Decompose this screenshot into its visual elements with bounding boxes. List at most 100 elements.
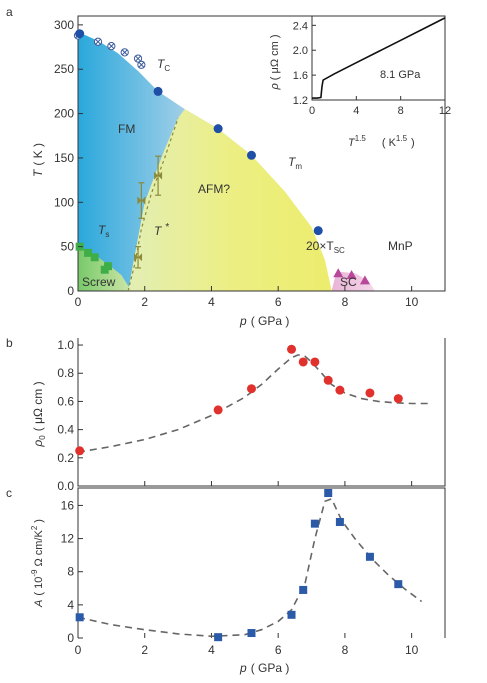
inset-ytick-label: 2.0: [293, 45, 308, 57]
marker-t-c: [120, 48, 129, 57]
marker-t-m: [75, 29, 85, 39]
panel-a-ytick-label: 200: [54, 107, 74, 121]
afm-region: [128, 109, 332, 291]
inset-ytick-label: 1.2: [293, 95, 308, 107]
panel-a-xtick-label: 8: [342, 295, 349, 309]
marker-t-s: [104, 262, 113, 271]
inset-xtick-label: 4: [353, 105, 359, 117]
panel-c-xtick-label: 10: [405, 643, 419, 657]
inset-y-axis-label: ρ( μΩ cm ): [269, 34, 281, 90]
panel-b-axes: 0.0 0.2 0.4 0.6 0.8 1.0: [57, 338, 413, 493]
panel-c-ytick-label: 8: [67, 565, 74, 579]
marker-t-m: [153, 86, 163, 96]
phase-regions: [78, 32, 375, 291]
curve-label-tstar: T *: [154, 222, 169, 238]
panel-a-xtick-label: 0: [75, 295, 82, 309]
region-label-afm: AFM?: [198, 182, 230, 196]
panel-b-ytick-label: 0.4: [57, 423, 74, 437]
panel-c-axes: 0 2 4 6 8 10 0 4 8 12 16: [61, 498, 419, 657]
inset-xtick-label: 0: [309, 105, 315, 117]
panel-c-y-axis-label: A( 10-9Ω cm/K2): [30, 519, 45, 608]
panel-c-data-marks: [75, 489, 403, 642]
curve-label-tsc: 20×TSC: [306, 239, 345, 255]
panel-b-ytick-label: 0.8: [57, 366, 74, 380]
inset-x-axis-label: T1.5( K1.5): [348, 134, 415, 149]
marker-t-m: [313, 226, 323, 236]
curve-label-ts: Ts: [98, 223, 109, 239]
rho0-point: [365, 388, 375, 398]
panel-c-fit-curve: [77, 497, 423, 638]
marker-t-: [137, 182, 146, 219]
marker-t-c: [107, 42, 116, 51]
rho0-point: [323, 375, 333, 385]
panel-b-axes-box: [77, 338, 446, 487]
panel-b-data-marks: [75, 344, 403, 456]
marker-t-s: [84, 248, 93, 257]
a-coefficient-point: [335, 518, 344, 526]
inset-ytick-label: 1.6: [293, 70, 308, 82]
panel-a-xtick-label: 6: [275, 295, 282, 309]
a-coefficient-point: [394, 580, 403, 589]
curve-label-tc: TC: [157, 57, 170, 73]
a-coefficient-point: [247, 629, 256, 638]
t-star-guide-line: [127, 117, 179, 292]
panel-a-ytick-label: 50: [61, 240, 75, 254]
marker-t-c: [93, 37, 103, 46]
inset-xtick-label: 8: [398, 105, 404, 117]
panel-c-ytick-label: 0: [67, 631, 74, 645]
panel-c-xtick-label: 2: [141, 643, 148, 657]
panel-b-ytick-label: 0.2: [57, 451, 74, 465]
panel-a-ytick-label: 300: [54, 18, 74, 32]
panel-c-a-coefficient: 0 2 4 6 8 10 0 4 8 12 16 p( GPa ) A( 10-9Ω cm/K2): [30, 487, 446, 675]
rho0-point: [298, 357, 308, 367]
rho0-point: [246, 384, 256, 394]
panel-letter-b: b: [6, 336, 13, 350]
a-coefficient-point: [365, 552, 374, 561]
panel-c-axes-box: [77, 487, 446, 638]
panel-a-ytick-label: 100: [54, 195, 74, 209]
marker-t-s: [90, 253, 99, 262]
panel-a-ytick-label: 250: [54, 62, 74, 76]
marker-20xt-sc: [333, 268, 344, 278]
marker-t-c: [137, 60, 146, 69]
rho0-point: [287, 344, 297, 354]
inset-xtick-label: 12: [439, 105, 451, 117]
inset-resistivity-curve: [312, 17, 446, 99]
a-coefficient-point: [324, 489, 333, 497]
panel-a-ytick-label: 0: [67, 284, 74, 298]
panel-c-ytick-label: 4: [67, 598, 74, 612]
panel-a-y-axis-label: T( K ): [31, 143, 45, 177]
panel-c-ytick-label: 16: [61, 498, 75, 512]
marker-20xt-sc: [359, 275, 370, 285]
marker-20xt-sc: [346, 270, 357, 280]
panel-c-xtick-label: 4: [208, 643, 215, 657]
inset-annotation: 8.1 GPa: [380, 69, 421, 81]
rho0-point: [75, 446, 85, 456]
marker-t-c: [133, 54, 143, 63]
a-coefficient-point: [214, 633, 223, 642]
inset-ytick-label: 2.4: [293, 20, 308, 32]
panel-b-y-axis-label: ρ0( μΩ cm ): [31, 381, 47, 447]
panel-b-fit-curve: [77, 354, 429, 453]
panel-b-ytick-label: 1.0: [57, 338, 74, 352]
rho0-point: [335, 385, 345, 395]
panel-c-x-axis-label: p( GPa ): [239, 661, 289, 675]
panel-b-ytick-label: 0.6: [57, 394, 74, 408]
panel-b-ytick-label: 0.0: [57, 479, 74, 493]
rho0-point: [213, 405, 223, 415]
panel-c-xtick-label: 8: [342, 643, 349, 657]
inset-resistivity-plot: 0 4 8 12 1.2 1.6 2.0 2.4 8.1 GPa ρ( μΩ cm ) T1.…: [269, 15, 451, 149]
a-coefficient-point: [287, 610, 296, 619]
a-coefficient-point: [299, 585, 308, 594]
panel-c-xtick-label: 0: [75, 643, 82, 657]
panel-a-frame: [77, 15, 446, 292]
curve-label-tm: Tm: [288, 155, 302, 171]
panel-a-xtick-label: 4: [208, 295, 215, 309]
panel-a-ytick-label: 150: [54, 151, 74, 165]
panel-letter-c: c: [6, 486, 12, 500]
panel-a-xtick-label: 2: [141, 295, 148, 309]
marker-t-: [154, 155, 163, 196]
panel-a-xtick-label: 10: [405, 295, 419, 309]
